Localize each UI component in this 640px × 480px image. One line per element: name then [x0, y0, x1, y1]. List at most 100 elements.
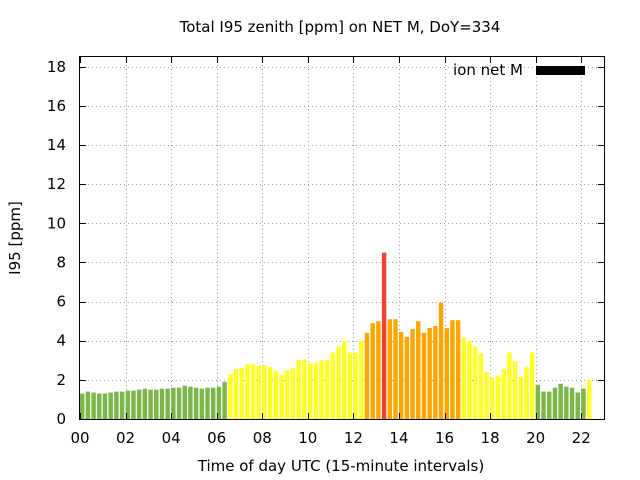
bar: [552, 387, 558, 419]
x-tick-label: 02: [116, 429, 135, 447]
bar: [250, 364, 256, 419]
x-tick-label: 10: [298, 429, 317, 447]
x-axis-label: Time of day UTC (15-minute intervals): [197, 457, 484, 475]
bar: [199, 388, 205, 419]
y-tick-labels: 0 2 4 6 8 10 12 14 16 18: [47, 58, 66, 428]
bar: [507, 352, 512, 419]
bar: [262, 365, 267, 419]
bar: [273, 371, 279, 419]
bar: [450, 320, 455, 419]
bar: [228, 373, 233, 419]
bar: [575, 392, 580, 419]
x-tick-labels: 00 02 04 06 08 10 12 14 16 18 20 22: [70, 429, 590, 447]
x-tick-label: 04: [162, 429, 181, 447]
bar: [524, 367, 529, 419]
bar: [131, 390, 136, 419]
bar: [267, 367, 273, 419]
bar: [376, 321, 381, 419]
bar: [319, 360, 324, 419]
grid: [80, 57, 604, 419]
bar: [205, 387, 210, 419]
bar: [461, 337, 467, 419]
bar: [233, 369, 239, 419]
bar: [154, 389, 159, 419]
x-tick-label: 20: [526, 429, 545, 447]
bar: [148, 389, 153, 419]
bar: [490, 377, 495, 419]
bar: [518, 376, 524, 419]
bar: [433, 326, 438, 419]
bar: [484, 372, 489, 419]
legend-swatch: [536, 66, 585, 75]
bar: [558, 383, 563, 419]
y-tick-label: 4: [56, 332, 66, 350]
y-tick-label: 16: [47, 97, 66, 115]
bar: [80, 393, 85, 419]
y-tick-label: 0: [56, 410, 66, 428]
legend: ion net M: [453, 61, 585, 79]
plot-frame: [79, 56, 605, 420]
bar: [279, 374, 284, 419]
x-tick-label: 00: [70, 429, 89, 447]
bar: [381, 252, 387, 419]
x-tick-label: 12: [344, 429, 363, 447]
bar: [91, 392, 96, 419]
bar: [85, 391, 91, 419]
bar: [467, 340, 472, 419]
bar: [404, 336, 410, 419]
bar: [102, 393, 108, 419]
bar: [564, 386, 569, 419]
bar: [427, 328, 432, 419]
legend-label: ion net M: [453, 61, 523, 79]
bar: [211, 387, 216, 419]
bar: [541, 391, 546, 419]
bar: [290, 368, 296, 419]
bar: [159, 388, 165, 419]
bar: [171, 387, 176, 419]
x-tick-label: 16: [435, 429, 454, 447]
x-tick-label: 22: [572, 429, 591, 447]
bar: [342, 340, 347, 419]
bar: [119, 391, 125, 419]
bar: [547, 391, 552, 419]
bar: [473, 346, 478, 419]
bar: [421, 332, 427, 419]
chart-title: Total I95 zenith [ppm] on NET M, DoY=334: [179, 18, 501, 36]
y-tick-label: 2: [56, 371, 66, 389]
y-tick-label: 6: [56, 293, 66, 311]
x-tick-label: 08: [253, 429, 272, 447]
bar: [296, 360, 301, 419]
bar: [387, 319, 393, 419]
bar: [239, 368, 244, 419]
bar: [182, 385, 187, 419]
bar: [353, 352, 358, 419]
bar: [142, 388, 148, 419]
bar: [364, 332, 370, 419]
bar: [97, 393, 102, 419]
y-tick-label: 18: [47, 58, 66, 76]
bar: [313, 363, 318, 419]
bar: [529, 352, 535, 419]
bar: [581, 388, 586, 419]
x-tick-label: 18: [481, 429, 500, 447]
bar: [256, 366, 262, 419]
bar: [336, 346, 341, 419]
y-tick-label: 10: [47, 214, 66, 232]
bar: [410, 328, 415, 419]
y-tick-label: 14: [47, 136, 66, 154]
bar: [512, 361, 518, 419]
bars: [80, 252, 592, 419]
bar: [285, 370, 290, 419]
bar: [393, 319, 398, 419]
bar: [165, 388, 170, 419]
bar: [347, 352, 353, 419]
bar: [136, 389, 142, 419]
bar: [216, 386, 222, 419]
bar: [114, 391, 119, 419]
bar: [438, 302, 444, 419]
x-tick-label: 06: [207, 429, 226, 447]
bar: [398, 331, 404, 419]
y-tick-label: 8: [56, 253, 66, 271]
x-tick-label: 14: [389, 429, 408, 447]
bar: [222, 381, 227, 419]
